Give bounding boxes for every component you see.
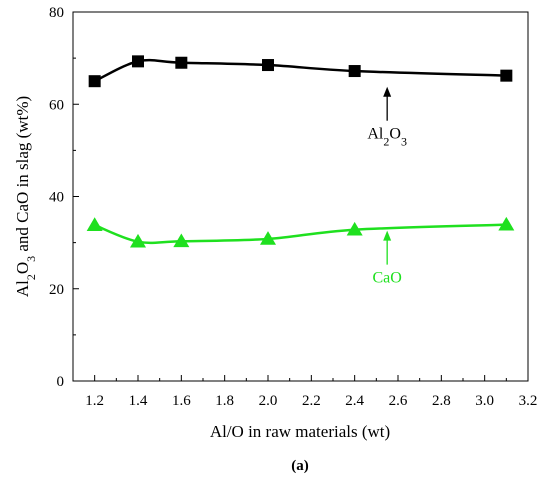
annotation-arrowhead xyxy=(383,86,392,97)
data-point xyxy=(86,217,103,231)
x-tick-label: 1.4 xyxy=(129,393,148,409)
annotation-arrowhead xyxy=(383,230,392,241)
x-tick-label: 2.2 xyxy=(302,393,321,409)
series-label-cao: CaO xyxy=(373,270,402,287)
x-tick-label: 1.8 xyxy=(215,393,234,409)
data-point xyxy=(260,231,276,245)
annotation-layer: Al2O3 CaO xyxy=(367,86,407,287)
x-tick-label: 2.6 xyxy=(389,393,408,409)
x-tick-label: 2.8 xyxy=(432,393,451,409)
caption: (a) xyxy=(291,458,309,474)
y-tick-label: 80 xyxy=(49,5,64,21)
y-axis-label: Al2O3 and CaO in slag (wt%) xyxy=(13,96,38,297)
x-tick-label: 1.2 xyxy=(85,393,104,409)
x-axis-label: Al/O in raw materials (wt) xyxy=(210,422,390,441)
x-tick-label: 3.0 xyxy=(475,393,494,409)
data-point xyxy=(88,75,101,88)
data-point xyxy=(173,233,190,248)
data-point xyxy=(130,233,146,248)
axis-ticks: 1.2 1.4 1.6 1.8 2.0 2.2 2.4 2.6 2.8 3.0 3.2 0 20 40 60… xyxy=(49,5,537,409)
x-tick-label: 1.6 xyxy=(172,393,191,409)
y-tick-label: 60 xyxy=(49,97,64,113)
x-tick-label: 2.4 xyxy=(345,393,364,409)
x-tick-label: 3.2 xyxy=(519,393,538,409)
y-axis-label-text: Al2O3 and CaO in slag (wt%) xyxy=(13,96,38,297)
data-point xyxy=(175,56,188,69)
data-point xyxy=(348,65,361,78)
series-line-al2o3 xyxy=(94,58,507,83)
series-label-al2o3: Al2O3 xyxy=(367,126,407,149)
series-line-cao xyxy=(94,223,507,245)
y-tick-label: 40 xyxy=(49,190,64,206)
data-point xyxy=(498,216,515,231)
series-layer xyxy=(86,55,515,248)
data-point xyxy=(132,55,144,68)
y-tick-label: 20 xyxy=(49,282,64,298)
data-point xyxy=(500,69,513,82)
data-point xyxy=(262,59,274,72)
x-tick-label: 2.0 xyxy=(259,393,278,409)
data-point xyxy=(346,221,363,236)
y-tick-label: 0 xyxy=(57,374,65,390)
